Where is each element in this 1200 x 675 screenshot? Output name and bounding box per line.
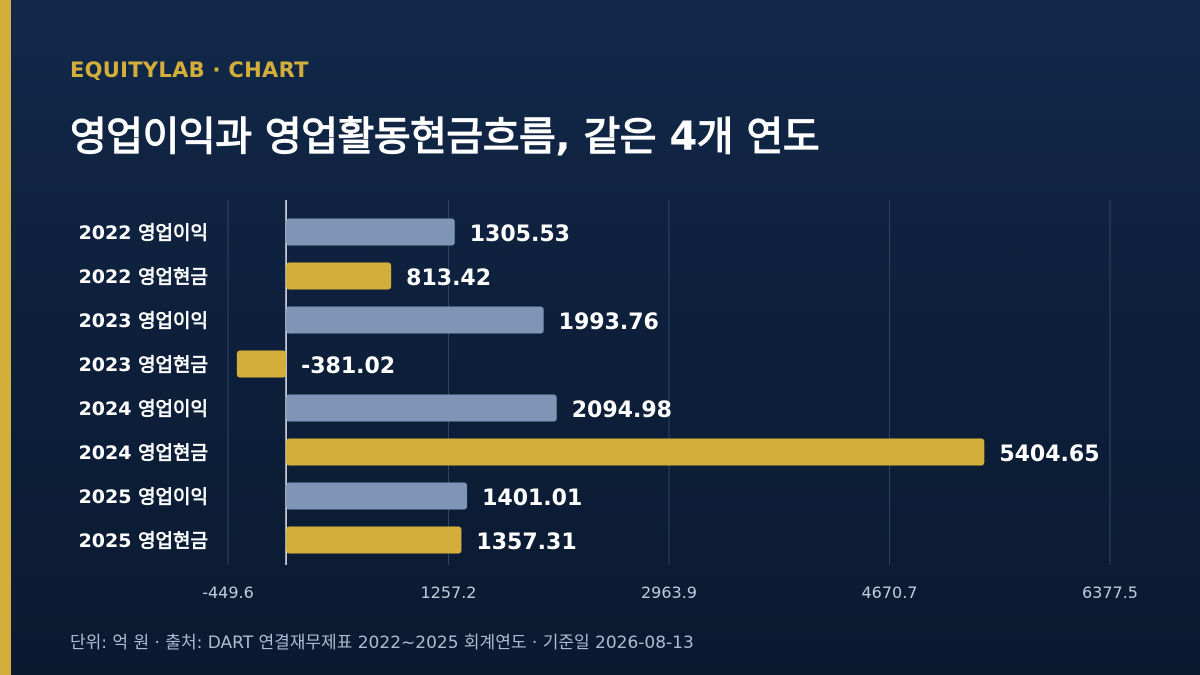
x-tick-label: 6377.5 [1082,583,1138,602]
x-tick-label: 1257.2 [421,583,477,602]
category-label: 2025 영업이익 [79,486,208,508]
value-label: 2094.98 [572,398,672,423]
x-tick-label: 4670.7 [862,583,918,602]
category-label: 2024 영업이익 [79,398,208,420]
value-label: -381.02 [301,354,395,379]
value-label: 5404.65 [999,442,1099,467]
label-layer: 2022 영업이익 1305.53 2022 영업현금 813.42 2023 영업이익… [79,222,1100,555]
bar [286,218,455,246]
bar [286,262,392,290]
value-label: 813.42 [406,266,491,291]
accent-bar [0,0,11,675]
bar [286,306,544,334]
x-tick-label: -449.6 [202,583,254,602]
source-note: 단위: 억 원 · 출처: DART 연결재무제표 2022~2025 회계연도… [70,633,694,653]
category-label: 2024 영업현금 [79,442,208,464]
bar [286,526,462,554]
bar [236,350,287,378]
bar [286,482,468,510]
value-label: 1305.53 [470,222,570,247]
chart-title: 영업이익과 영업활동현금흐름, 같은 4개 연도 [70,114,820,160]
value-label: 1401.01 [482,486,582,511]
category-label: 2023 영업이익 [79,310,208,332]
value-label: 1357.31 [476,530,576,555]
tick-layer: -449.6 1257.2 2963.9 4670.7 6377.5 [202,583,1138,602]
bar-layer [236,218,985,554]
bar [286,438,985,466]
bar [286,394,557,422]
category-label: 2023 영업현금 [79,354,208,376]
brand-label: EQUITYLAB · CHART [70,58,309,82]
category-label: 2022 영업이익 [79,222,208,244]
x-tick-label: 2963.9 [641,583,697,602]
grid-layer [227,200,1111,565]
category-label: 2022 영업현금 [79,266,208,288]
value-label: 1993.76 [559,310,659,335]
category-label: 2025 영업현금 [79,530,208,552]
